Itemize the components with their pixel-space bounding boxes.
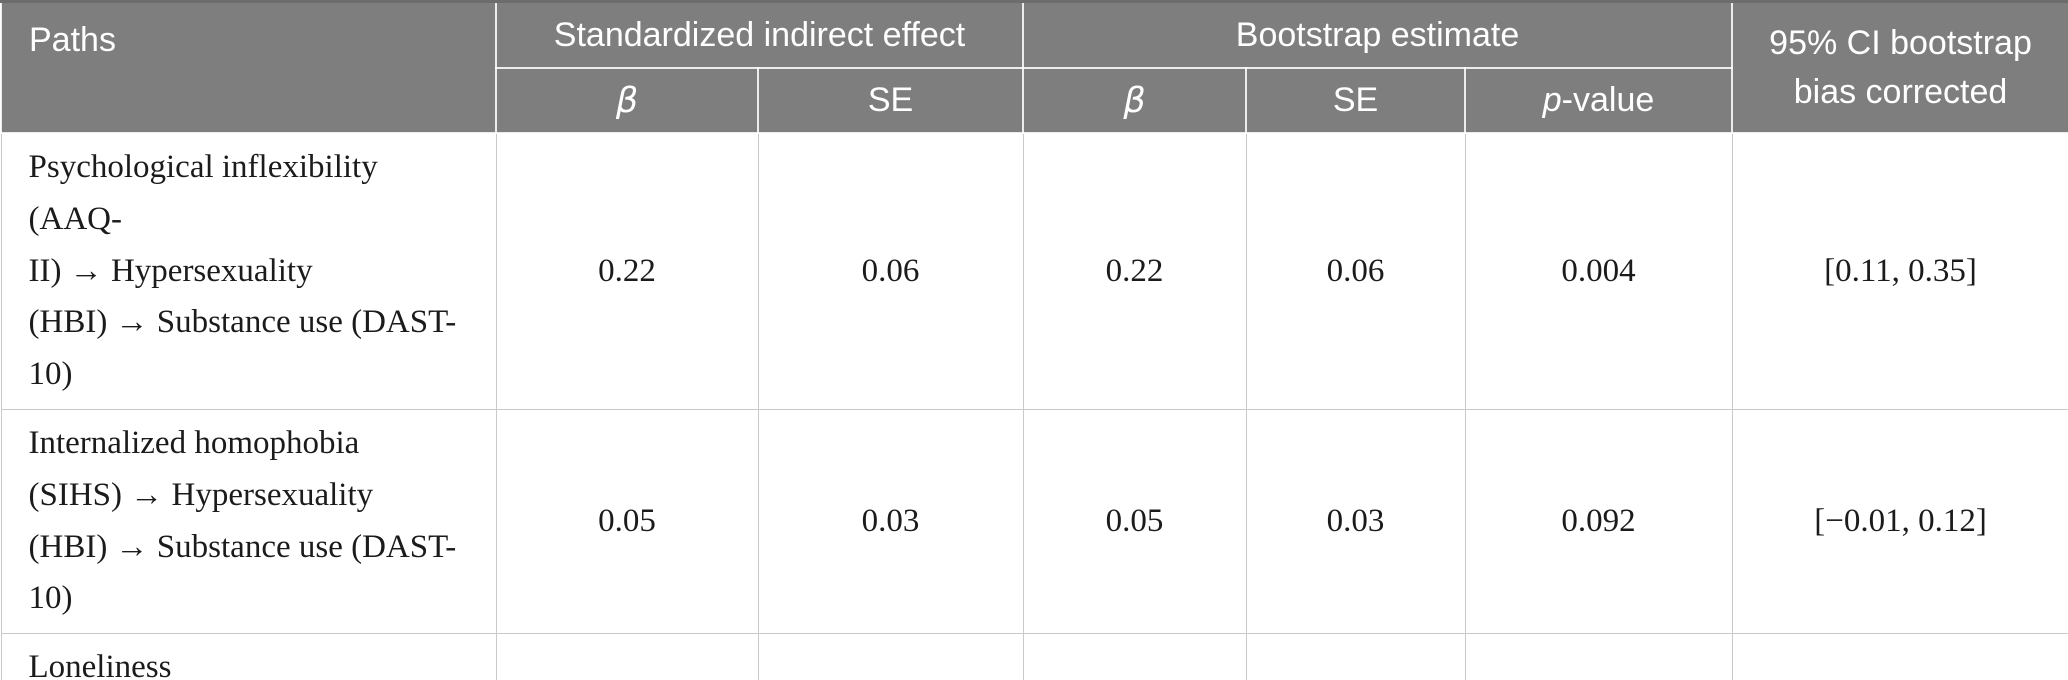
table-row: Psychological inflexibility (AAQ- II) → … — [0, 132, 2068, 410]
path-line: II) → Hypersexuality — [28, 252, 313, 289]
path-line: (HBI) → Substance use (DAST-10) — [28, 304, 457, 393]
std-se-cell: 0.04 — [757, 633, 1024, 680]
path-cell: Psychological inflexibility (AAQ- II) → … — [0, 132, 497, 410]
boot-se-cell: 0.06 — [1245, 132, 1466, 410]
table-header: Paths Standardized indirect effect Boots… — [0, 0, 2068, 134]
path-line: (SIHS) → Hypersexuality — [28, 476, 374, 513]
header-p-value: p-value — [1463, 67, 1734, 134]
table-body: Psychological inflexibility (AAQ- II) → … — [0, 132, 2068, 680]
boot-se-cell: 0.04 — [1245, 633, 1466, 680]
p-value-suffix: -value — [1561, 81, 1655, 119]
std-beta-cell: 0.22 — [495, 132, 759, 410]
boot-beta-cell: 0.08 — [1022, 633, 1247, 680]
header-paths: Paths — [0, 0, 497, 134]
header-std-beta: β — [495, 67, 759, 134]
table-row: Loneliness (SESLA-S) → Hypersexuality (H… — [0, 633, 2068, 680]
table-row: Internalized homophobia (SIHS) → Hyperse… — [0, 408, 2068, 635]
beta-symbol: β — [1123, 80, 1146, 121]
path-line: Internalized homophobia — [28, 424, 360, 461]
p-value-cell: 0.092 — [1464, 408, 1733, 635]
ci-cell: [0.01, 0.17] — [1731, 633, 2068, 680]
header-group-row: Paths Standardized indirect effect Boots… — [0, 0, 2068, 134]
header-bootstrap-estimate: Bootstrap estimate — [1021, 0, 1734, 69]
ci-cell: [−0.01, 0.12] — [1731, 408, 2068, 635]
beta-symbol: β — [615, 80, 639, 121]
std-se-cell: 0.06 — [757, 132, 1024, 410]
header-sub-row: β SE β SE p-value — [1, 67, 2068, 134]
header-standardized-indirect-effect: Standardized indirect effect — [495, 0, 1024, 69]
path-line: Loneliness — [28, 649, 172, 680]
std-beta-cell: 0.08 — [495, 633, 759, 680]
p-value-cell: 0.019 — [1464, 633, 1733, 680]
std-beta-cell: 0.05 — [495, 408, 759, 635]
boot-se-cell: 0.03 — [1245, 408, 1466, 635]
path-line: Psychological inflexibility (AAQ- — [28, 149, 378, 237]
p-value-cell: 0.004 — [1464, 132, 1733, 410]
path-cell: Loneliness (SESLA-S) → Hypersexuality (H… — [0, 633, 497, 680]
header-std-se: SE — [757, 67, 1024, 134]
path-line: (HBI) → Substance use (DAST-10) — [28, 528, 457, 617]
path-cell: Internalized homophobia (SIHS) → Hyperse… — [0, 408, 497, 635]
p-symbol: p — [1542, 81, 1562, 119]
header-boot-se: SE — [1245, 67, 1466, 134]
header-boot-beta: β — [1022, 67, 1247, 134]
boot-beta-cell: 0.05 — [1022, 408, 1247, 635]
header-ci-bootstrap: 95% CI bootstrap bias corrected — [1731, 0, 2068, 134]
boot-beta-cell: 0.22 — [1022, 132, 1247, 410]
std-se-cell: 0.03 — [757, 408, 1024, 635]
ci-cell: [0.11, 0.35] — [1731, 132, 2068, 410]
